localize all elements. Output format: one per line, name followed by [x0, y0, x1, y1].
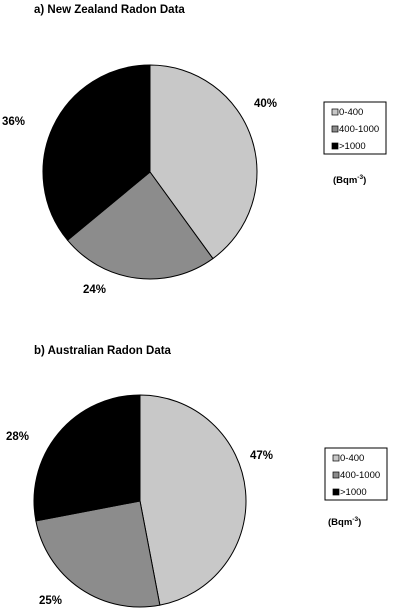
chart-a-title: a) New Zealand Radon Data [34, 4, 185, 16]
chart-b-unit-sup: -3 [352, 516, 358, 523]
chart-b-title: b) Australian Radon Data [34, 345, 172, 357]
chart-b-unit-label: (Bqm-3) [328, 516, 361, 528]
chart-b-legend: 0-400 400-1000 >1000 [324, 447, 388, 501]
chart-a-value-label-1: 24% [83, 284, 106, 296]
chart-a-slice-2 [42, 64, 151, 241]
chart-b-value-label-0: 47% [250, 450, 273, 462]
chart-b-legend-label-1: 400-1000 [340, 470, 380, 481]
chart-b-legend-swatch-2 [332, 488, 340, 496]
chart-a-legend-swatch-2 [331, 142, 339, 150]
chart-a-slice-0 [149, 64, 258, 260]
chart-b-pie [33, 394, 247, 608]
chart-a: a) New Zealand Radon Data 0-400 400-1000… [2, 4, 387, 296]
chart-b-slice-2 [33, 394, 141, 522]
chart-a-legend-swatch-0 [331, 108, 339, 116]
chart-a-legend-swatch-1 [331, 125, 339, 133]
chart-a-slice-1 [66, 171, 214, 280]
chart-b-value-label-2: 28% [6, 431, 29, 443]
chart-b-value-label-1: 25% [39, 595, 62, 607]
chart-b-legend-label-0: 0-400 [340, 453, 364, 464]
chart-a-legend-label-1: 400-1000 [339, 124, 379, 135]
chart-b-unit-base: (Bqm [328, 517, 352, 528]
chart-a-unit-sup: -3 [357, 174, 363, 181]
chart-b-slice-1 [35, 500, 161, 608]
chart-a-value-label-2: 36% [2, 116, 25, 128]
chart-a-legend: 0-400 400-1000 >1000 [323, 101, 387, 155]
chart-a-legend-label-0: 0-400 [339, 107, 363, 118]
chart-b-legend-label-2: >1000 [340, 487, 367, 498]
chart-a-value-label-0: 40% [254, 98, 277, 110]
chart-b-legend-swatch-1 [332, 471, 340, 479]
chart-b-legend-swatch-0 [332, 454, 340, 462]
chart-a-unit-close: ) [363, 175, 366, 186]
chart-b-slice-0 [139, 394, 247, 606]
chart-a-legend-label-2: >1000 [339, 141, 366, 152]
chart-b-unit-close: ) [358, 517, 361, 528]
chart-a-pie [42, 64, 258, 280]
chart-b: b) Australian Radon Data 0-400 400-1000 … [6, 345, 388, 608]
chart-a-unit-label: (Bqm-3) [333, 174, 366, 186]
chart-a-unit-base: (Bqm [333, 175, 357, 186]
